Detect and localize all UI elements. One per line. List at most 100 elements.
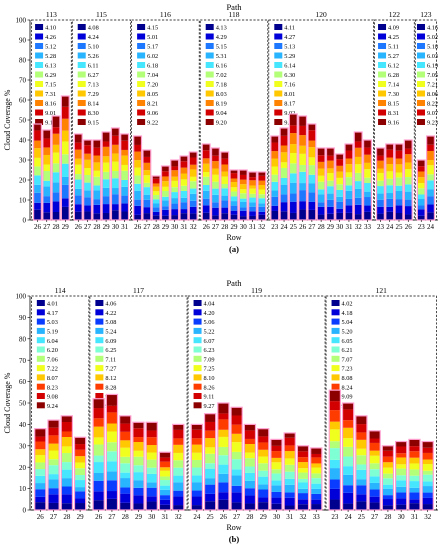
stacked-bar-row-30 (238, 169, 248, 221)
bar-segment (74, 475, 86, 481)
bar-segment (422, 481, 434, 487)
bar-segment (335, 171, 344, 178)
bar-segment (132, 495, 145, 504)
stacked-bar-row-29 (60, 95, 70, 221)
legend-swatch (95, 346, 104, 353)
legend-swatch (36, 346, 45, 353)
bar-segment (289, 182, 298, 194)
x-tick-label: 31 (345, 223, 353, 231)
legend-swatch (416, 109, 425, 116)
bar-segment (355, 424, 367, 433)
bar-segment (92, 190, 101, 200)
bar-segment (307, 209, 316, 220)
legend-date: 6.19 (427, 63, 438, 70)
bar-segment (369, 469, 381, 477)
legend-swatch (331, 327, 340, 334)
bar-segment (119, 487, 131, 494)
bar-segment (289, 201, 298, 213)
stacked-bar-row-26 (217, 402, 230, 511)
chart-title: Path (226, 2, 242, 12)
bar-segment (61, 503, 73, 510)
bar-segment (307, 124, 316, 131)
bar-segment (248, 180, 257, 186)
bar-segment (102, 141, 110, 147)
bar-segment (92, 147, 101, 156)
x-tick-label: 29 (77, 513, 85, 521)
bar-segment (376, 213, 385, 220)
legend-swatch (274, 62, 283, 68)
stacked-bar-row-26 (92, 398, 105, 511)
path-group-box (325, 295, 437, 511)
bar-segment (404, 169, 413, 178)
bar-segment (202, 176, 211, 186)
path-legend: 4.06 4.22 5.08 5.24 6.09 6.25 7.11 7.27 8.12 8.28… (95, 300, 117, 410)
y-tick-label: 30 (19, 442, 27, 450)
legend-swatch (274, 52, 283, 59)
legend-swatch (205, 81, 214, 87)
stacked-bar-row-33 (310, 447, 323, 511)
legend-date: 8.16 (45, 101, 56, 108)
bar-segment (335, 189, 344, 197)
bar-segment (404, 162, 413, 170)
bar-segment (248, 172, 257, 178)
bar-segment (170, 215, 179, 220)
bar-segment (270, 181, 279, 191)
path-label: 120 (316, 10, 328, 19)
legend-date: 4.04 (204, 301, 216, 308)
legend-swatch (95, 374, 104, 381)
bar-segment (354, 141, 363, 148)
bar-segment (257, 206, 266, 212)
stacked-bar-row-23 (416, 159, 426, 221)
bar-segment (408, 457, 421, 464)
bar-segment (52, 127, 60, 134)
bar-segment (159, 489, 171, 496)
bar-segment (329, 488, 341, 500)
bar-segment (161, 196, 170, 201)
bar-segment (102, 187, 110, 197)
x-tick-label: 28 (246, 513, 254, 521)
legend-swatch (205, 43, 214, 49)
bar-segment (317, 148, 326, 156)
bar-segment (289, 114, 298, 126)
x-tick-label: 32 (175, 513, 183, 521)
bar-segment (119, 493, 131, 503)
stacked-bar-row-26 (403, 139, 413, 221)
x-tick-label: 26 (405, 223, 413, 231)
bar-segment (354, 181, 363, 189)
bar-segment (191, 429, 203, 439)
bar-segment (52, 182, 60, 193)
bar-segment (284, 505, 296, 510)
x-tick-label: 28 (318, 223, 326, 231)
bar-segment (220, 213, 229, 220)
stacked-bar-row-23 (375, 147, 385, 221)
legend-swatch (378, 24, 387, 30)
bar-segment (395, 212, 403, 220)
bar-segment (159, 452, 171, 458)
bar-segment (270, 503, 283, 510)
bar-segment (93, 491, 105, 501)
stacked-bar-row-27 (47, 419, 60, 511)
y-tick-label: 70 (19, 77, 27, 85)
bar-segment (211, 194, 220, 203)
stacked-bar-row-29 (229, 169, 239, 221)
bar-segment (170, 192, 179, 199)
legend-date: 5.18 (427, 44, 438, 51)
bar-segment (280, 145, 288, 153)
stacked-bar-row-29 (132, 421, 145, 511)
bar-segment (111, 204, 120, 211)
bar-segment (133, 160, 142, 168)
bar-segment (376, 160, 385, 169)
bar-segment (172, 444, 184, 453)
bar-segment (119, 463, 131, 473)
bar-segment (83, 174, 92, 183)
bar-segment (310, 473, 322, 479)
legend-swatch (137, 90, 146, 97)
bar-segment (239, 202, 248, 208)
bar-segment (426, 204, 435, 213)
bar-segment (270, 190, 279, 197)
bar-segment (106, 405, 118, 413)
path-legend: 4.01 4.17 5.03 5.19 6.04 6.20 7.06 7.22 8.07 8.23… (36, 300, 59, 410)
x-tick-label: 27 (43, 223, 51, 231)
bar-segment (382, 499, 394, 506)
bar-segment (298, 171, 307, 184)
